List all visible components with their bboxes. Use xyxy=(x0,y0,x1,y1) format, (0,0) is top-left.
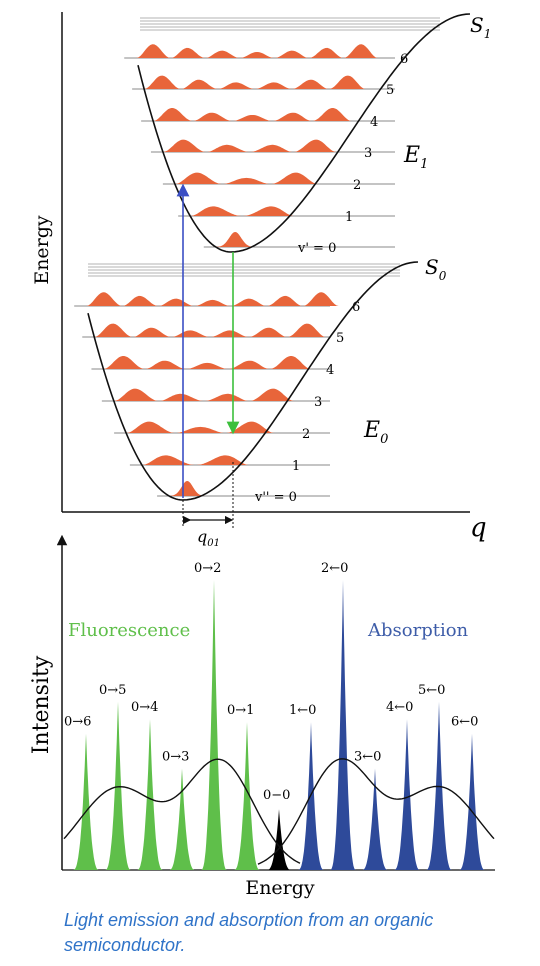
energy-axis-label-lower: Energy xyxy=(245,877,315,899)
absorption-peak-label: 1←0 xyxy=(289,703,316,718)
level-label: 3 xyxy=(314,395,322,410)
fluorescence-peak-label: 0→4 xyxy=(131,700,158,715)
s0-potential-curve xyxy=(87,261,419,501)
level-label: 1 xyxy=(292,459,300,474)
fluorescence-peak-label: 0→1 xyxy=(227,703,254,718)
fluorescence-peak xyxy=(234,722,260,870)
wavefunction-density xyxy=(86,292,339,306)
caption: Light emission and absorption from an or… xyxy=(64,910,434,955)
fluorescence-peak xyxy=(73,733,99,870)
ground-state-levels: v'' = 0 1 2 3 4 5 6 xyxy=(74,263,400,505)
s1-potential-curve xyxy=(137,13,471,253)
energy-axis-label: Energy xyxy=(31,215,53,285)
level-label: 1 xyxy=(345,210,353,225)
level-label: 3 xyxy=(364,146,372,161)
wavefunction-density xyxy=(144,75,366,89)
e1-energy-label: E1 xyxy=(403,143,428,172)
absorption-peak-label: 3←0 xyxy=(354,750,381,765)
absorption-label: Absorption xyxy=(367,620,469,641)
level-label: 4 xyxy=(370,115,378,130)
fluorescence-envelope xyxy=(63,758,301,864)
fluorescence-peak-label: 0→2 xyxy=(194,561,221,576)
wavefunction-density xyxy=(136,44,378,58)
fluorescence-peak-label: 0→3 xyxy=(162,750,189,765)
wavefunction-density xyxy=(163,139,337,152)
intensity-axis-label: Intensity xyxy=(29,655,54,754)
e0-energy-label: E0 xyxy=(363,418,388,447)
spectrum-peaks xyxy=(73,580,485,870)
level-label: 5 xyxy=(336,331,344,346)
wavefunction-density xyxy=(103,356,312,369)
wavefunction-density xyxy=(153,108,352,121)
absorption-peak-label: 6←0 xyxy=(451,715,478,730)
fluorescence-label: Fluorescence xyxy=(68,620,190,641)
absorption-peak xyxy=(394,719,420,870)
absorption-peak-label: 5←0 xyxy=(418,683,445,698)
level-label: 6 xyxy=(352,300,360,315)
level-label: 4 xyxy=(326,363,334,378)
level-label: v'' = 0 xyxy=(254,490,297,505)
absorption-peak-label: 4←0 xyxy=(386,700,413,715)
absorption-peak-label: 2←0 xyxy=(321,561,348,576)
wavefunction-density xyxy=(169,481,206,496)
fluorescence-peak-label: 0→5 xyxy=(99,683,126,698)
q-axis-symbol: q xyxy=(470,513,487,543)
peak-labels: 0→6 0→5 0→4 0→3 0→2 0→1 0−0 1←0 2←0 3←0 4←0 5←0 6←0 xyxy=(64,561,478,803)
zero-zero-peak xyxy=(267,809,291,870)
wavefunction-density xyxy=(174,172,318,184)
wavefunction-density xyxy=(113,388,295,401)
fluorescence-peak xyxy=(169,768,195,870)
wavefunction-density xyxy=(190,206,295,216)
wavefunction-density xyxy=(215,232,255,247)
absorption-peak xyxy=(459,733,485,870)
potential-energy-diagram: Energy q v' = 0 1 2 3 4 5 6 v'' = 0 1 2 3 4 5 6 S1 S… xyxy=(31,12,491,549)
fluorescence-peak xyxy=(137,719,163,870)
wavefunction-density xyxy=(94,323,326,337)
wavefunction-density xyxy=(141,455,250,465)
absorption-peak xyxy=(362,768,388,870)
fluorescence-peak xyxy=(105,701,131,870)
spectrum-chart: Intensity Energy 0→6 0→5 0→4 0→3 0→2 0→1 0−0 1←… xyxy=(29,534,495,899)
fluorescence-peak xyxy=(201,580,227,870)
fluorescence-peak-label: 0→6 xyxy=(64,715,91,730)
level-label: v' = 0 xyxy=(297,241,336,256)
s1-curve-label: S1 xyxy=(470,13,491,41)
zero-zero-label: 0−0 xyxy=(263,788,290,803)
s0-curve-label: S0 xyxy=(425,255,447,283)
level-label: 2 xyxy=(353,178,361,193)
absorption-envelope xyxy=(257,758,495,865)
level-label: 2 xyxy=(302,427,310,442)
wavefunction-density xyxy=(126,421,275,433)
level-label: 5 xyxy=(386,83,394,98)
q01-label: q01 xyxy=(197,527,220,549)
absorption-peak xyxy=(330,580,356,870)
